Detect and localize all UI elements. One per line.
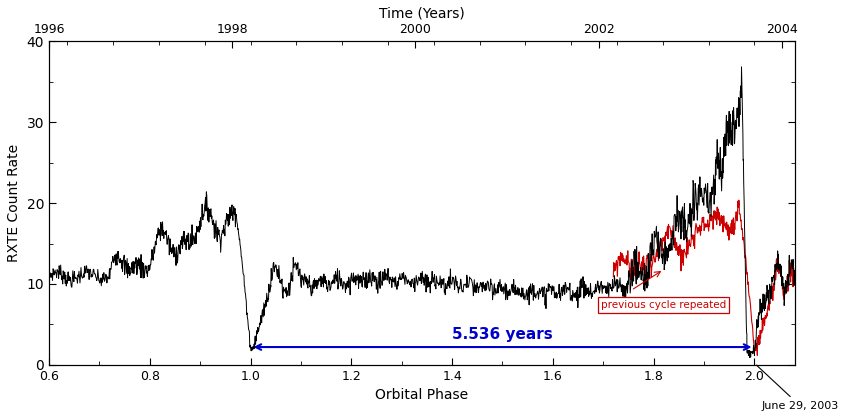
Text: 5.536 years: 5.536 years — [452, 327, 552, 342]
Text: previous cycle repeated: previous cycle repeated — [601, 300, 726, 310]
Text: June 29, 2003: June 29, 2003 — [756, 365, 839, 411]
Y-axis label: RXTE Count Rate: RXTE Count Rate — [7, 144, 21, 262]
X-axis label: Time (Years): Time (Years) — [379, 7, 465, 21]
X-axis label: Orbital Phase: Orbital Phase — [376, 388, 468, 402]
